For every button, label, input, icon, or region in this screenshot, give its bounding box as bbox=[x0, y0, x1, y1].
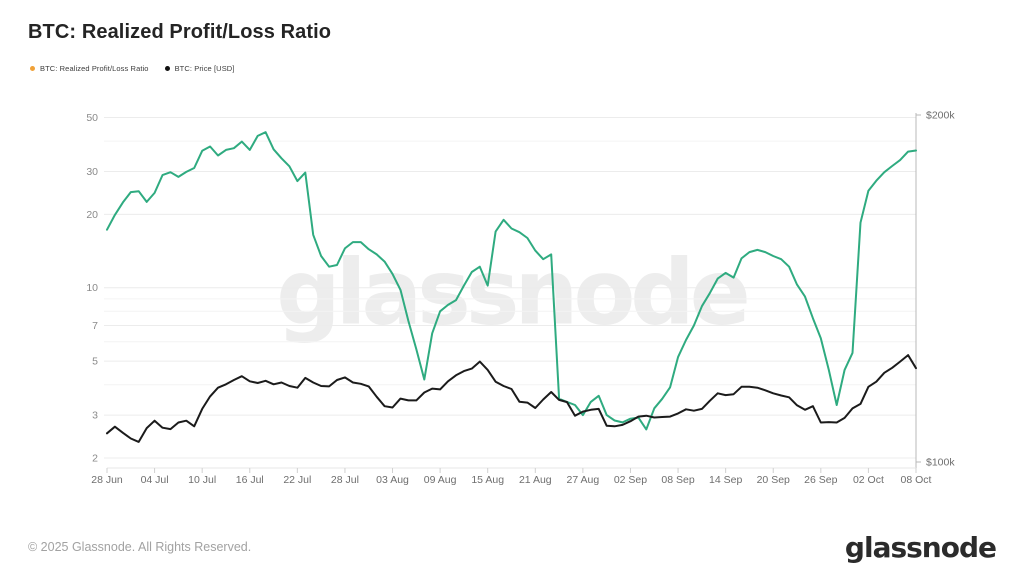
copyright-text: © 2025 Glassnode. All Rights Reserved. bbox=[28, 540, 252, 554]
price-legend-dot-icon bbox=[164, 66, 170, 71]
glassnode-watermark: glassnode bbox=[276, 240, 751, 346]
left-axis-tick-label: 50 bbox=[86, 112, 98, 124]
x-tick-label: 27 Aug bbox=[567, 474, 600, 486]
x-tick-label: 02 Oct bbox=[853, 474, 884, 486]
x-tick-label: 03 Aug bbox=[376, 474, 409, 486]
legend-item-ratio[interactable]: BTC: Realized Profit/Loss Ratio bbox=[30, 64, 149, 73]
left-axis-tick-label: 2 bbox=[92, 453, 98, 465]
x-tick-label: 26 Sep bbox=[804, 474, 837, 486]
x-tick-label: 14 Sep bbox=[709, 474, 742, 486]
ratio-line[interactable] bbox=[106, 131, 917, 431]
x-tick-label: 22 Jul bbox=[283, 474, 311, 486]
x-tick-label: 16 Jul bbox=[236, 474, 264, 486]
x-tick-label: 15 Aug bbox=[471, 474, 504, 486]
left-axis-tick-label: 30 bbox=[86, 166, 98, 178]
x-tick-label: 04 Jul bbox=[141, 474, 169, 486]
left-axis-tick-label: 5 bbox=[92, 356, 98, 368]
x-tick-label: 10 Jul bbox=[188, 474, 216, 486]
x-tick-label: 20 Sep bbox=[757, 474, 790, 486]
left-axis-tick-label: 10 bbox=[86, 282, 98, 294]
legend-item-ratio-label: BTC: Realized Profit/Loss Ratio bbox=[40, 64, 149, 73]
right-axis-tick-label: $200k bbox=[926, 110, 955, 122]
legend-item-price[interactable]: BTC: Price [USD] bbox=[164, 64, 235, 73]
x-tick-label: 02 Sep bbox=[614, 474, 647, 486]
glassnode-logo: glassnode bbox=[844, 531, 997, 564]
price-line[interactable] bbox=[106, 354, 917, 443]
left-axis-tick-label: 20 bbox=[86, 209, 98, 221]
right-axis-tick-label: $100k bbox=[926, 457, 955, 469]
left-axis-tick-label: 7 bbox=[92, 320, 98, 332]
legend-item-price-label: BTC: Price [USD] bbox=[174, 64, 235, 73]
x-tick-label: 28 Jun bbox=[91, 474, 123, 486]
x-tick-label: 28 Jul bbox=[331, 474, 359, 486]
ratio-legend-dot-icon bbox=[30, 66, 35, 71]
x-tick-label: 08 Sep bbox=[661, 474, 694, 486]
chart-legend: BTC: Realized Profit/Loss Ratio BTC: Pri… bbox=[30, 64, 235, 73]
x-tick-label: 08 Oct bbox=[901, 474, 932, 486]
x-tick-label: 09 Aug bbox=[424, 474, 457, 486]
x-tick-label: 21 Aug bbox=[519, 474, 552, 486]
page-title: BTC: Realized Profit/Loss Ratio bbox=[28, 21, 332, 43]
left-axis-tick-label: 3 bbox=[92, 410, 98, 422]
